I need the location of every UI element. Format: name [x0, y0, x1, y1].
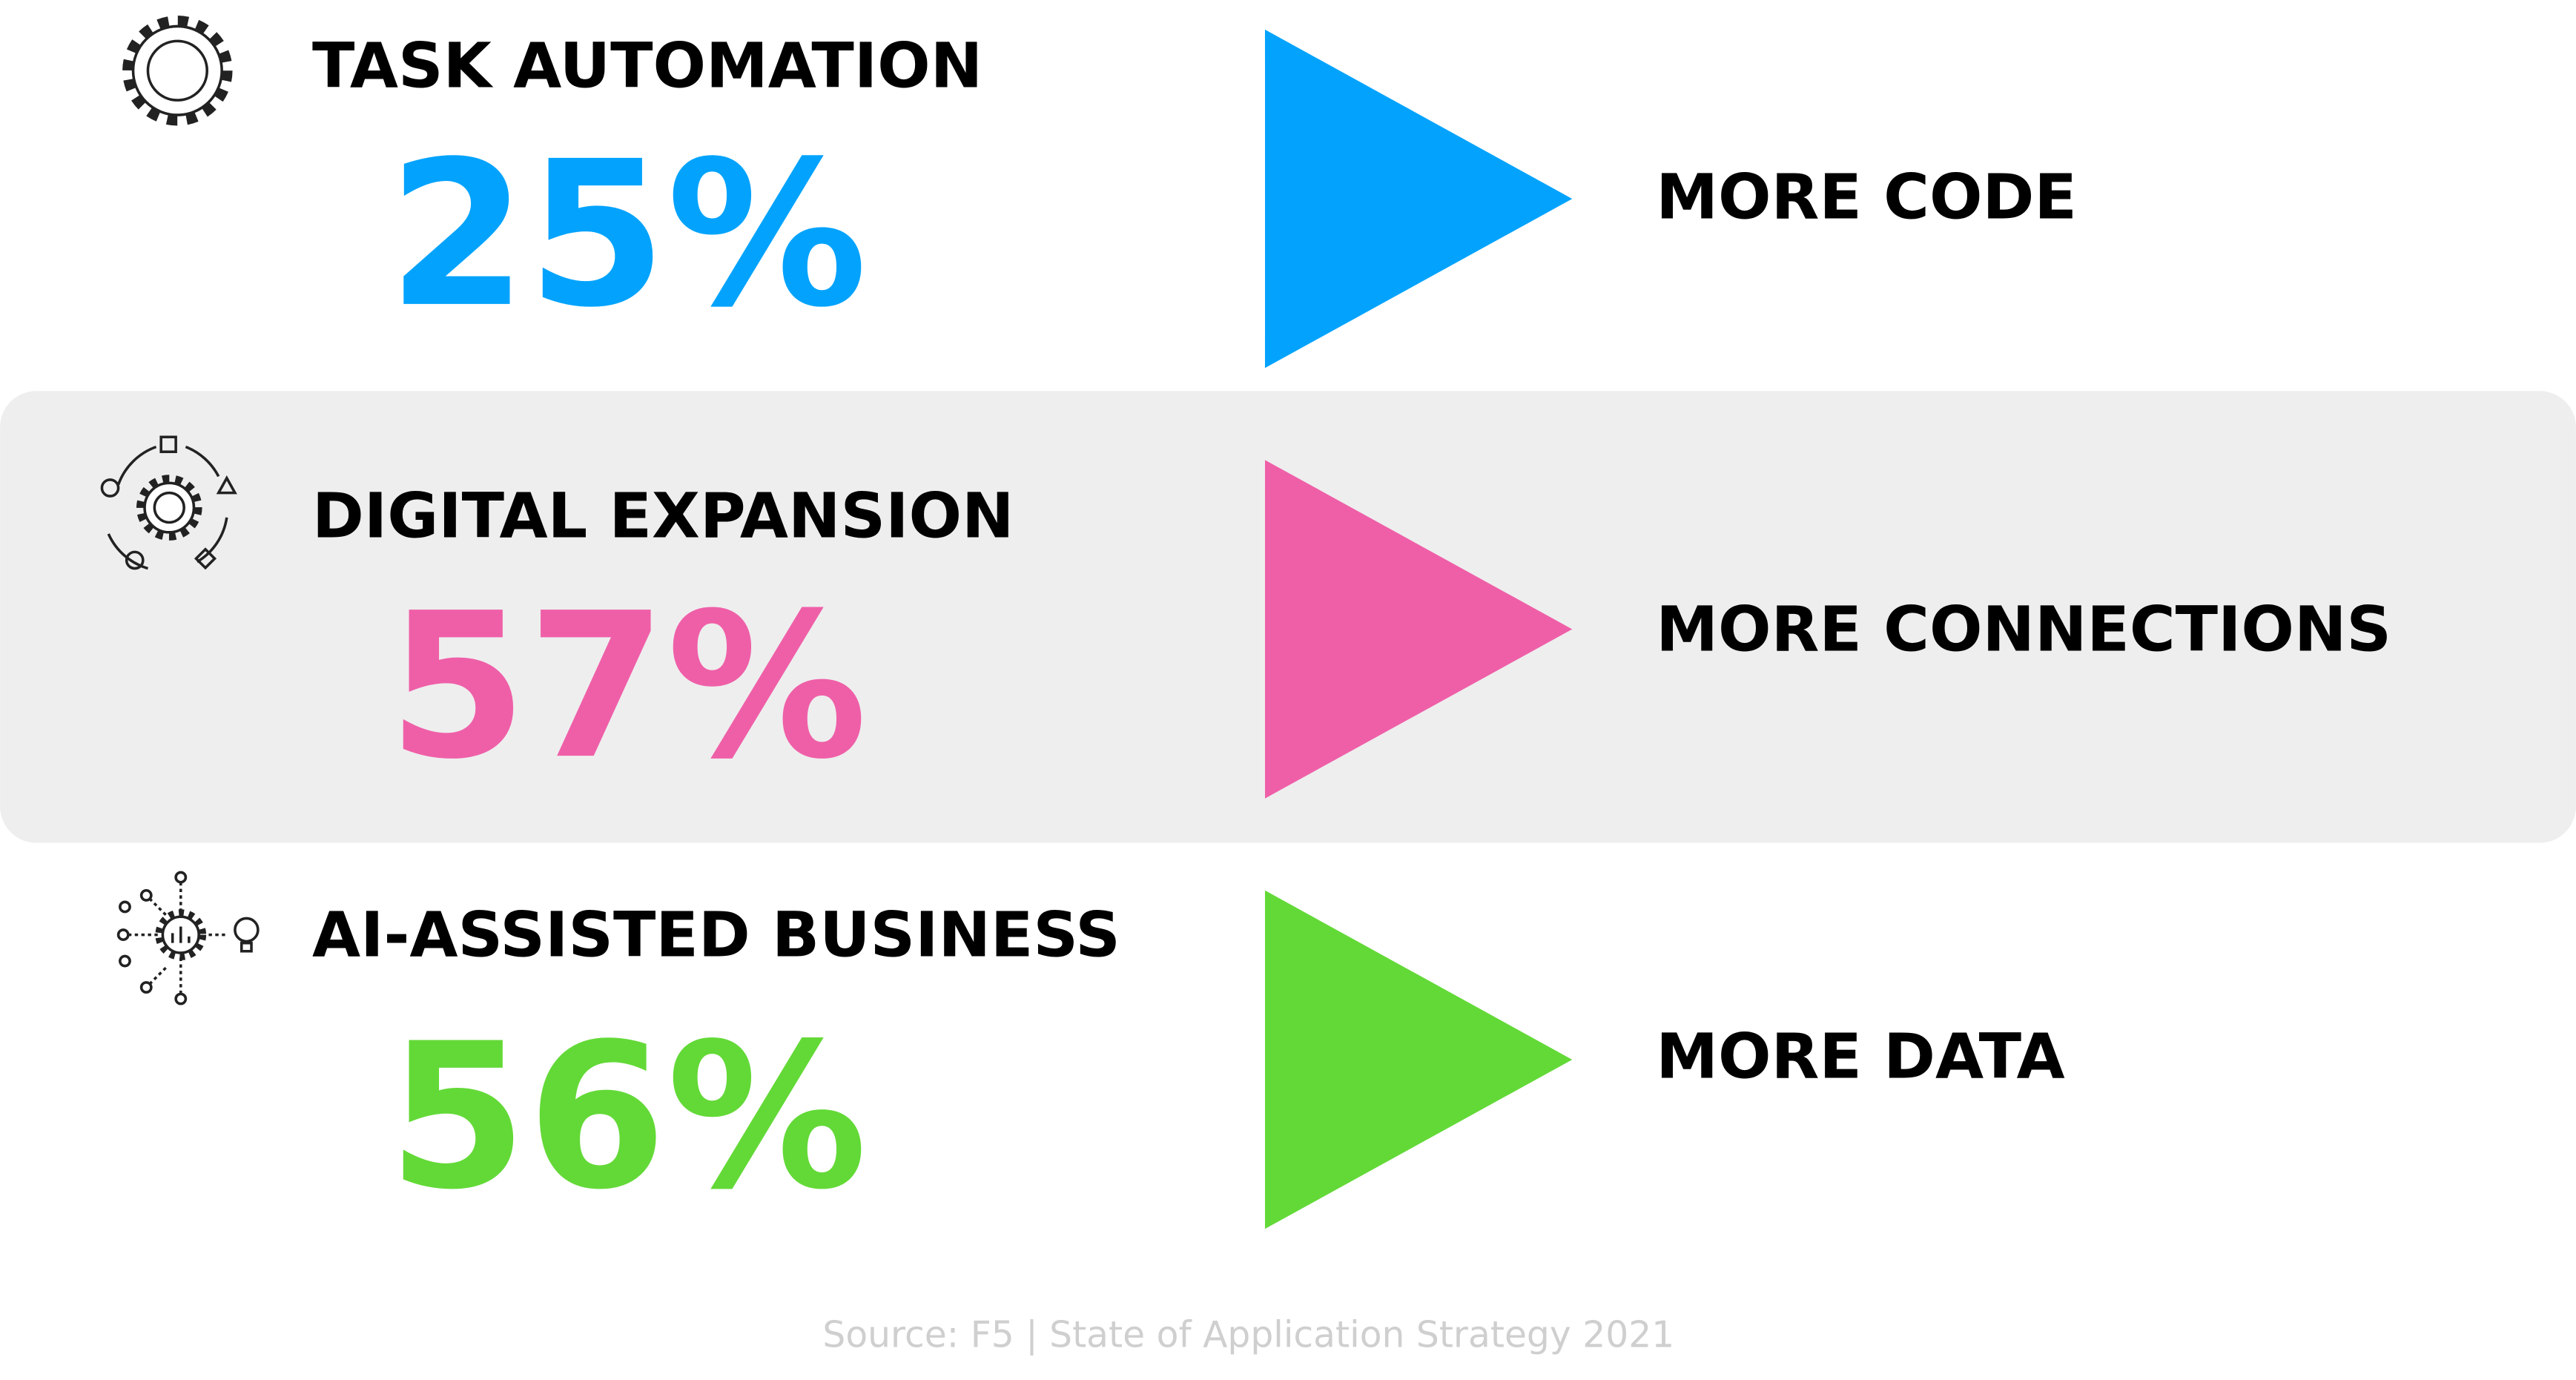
row-effect: MORE DATA [1656, 1020, 2064, 1092]
arrow-triangle [1264, 890, 1573, 1229]
source-note: Source: F5 | State of Application Strate… [822, 1315, 1674, 1356]
row-effect: MORE CONNECTIONS [1656, 592, 2391, 665]
gear-icon [122, 16, 233, 126]
arrow-triangle [1264, 460, 1573, 799]
percentage: 25% [388, 118, 868, 351]
row-effect: MORE CODE [1656, 161, 2077, 234]
percentage: 57% [388, 570, 868, 803]
percentage: 56% [388, 1000, 868, 1234]
row-title: AI-ASSISTED BUSINESS [312, 898, 1120, 971]
expansion-icon [100, 435, 237, 570]
row-title: TASK AUTOMATION [312, 29, 982, 102]
row-title: DIGITAL EXPANSION [312, 479, 1014, 552]
arrow-triangle [1264, 29, 1573, 369]
ai-icon [116, 871, 260, 1006]
